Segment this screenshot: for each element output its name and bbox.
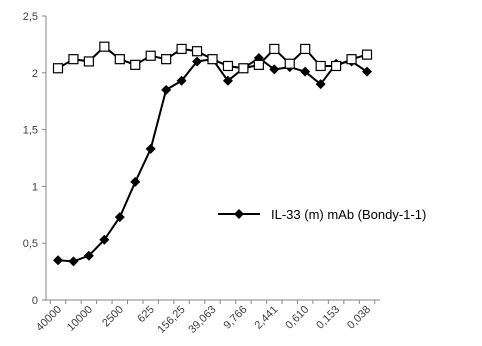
chart-axes [42, 15, 380, 304]
data-point-square [130, 59, 141, 70]
data-point-square [191, 46, 203, 57]
data-point-square [361, 49, 373, 60]
data-point-square [269, 43, 280, 55]
data-point-diamond [53, 255, 63, 266]
data-point-diamond [192, 56, 203, 67]
y-tick-label: 2,5 [23, 11, 38, 23]
data-point-diamond [362, 66, 372, 77]
x-tick-label: 2500 [100, 304, 126, 330]
x-tick-label: 0,153 [314, 304, 342, 332]
data-point-square [145, 50, 156, 61]
y-tick-label: 0 [32, 295, 38, 307]
data-point-square [222, 60, 234, 72]
y-tick-label: 2 [32, 68, 38, 80]
x-tick-label: 9,766 [222, 304, 250, 332]
y-tick-label: 0,5 [23, 238, 38, 250]
data-point-square [161, 54, 172, 65]
series-1 [52, 41, 373, 74]
data-point-diamond [130, 176, 141, 187]
data-point-diamond [99, 234, 110, 245]
data-point-square [300, 43, 311, 55]
data-point-square [83, 56, 95, 67]
data-point-square [52, 63, 64, 74]
x-tick-label: 39,063 [186, 304, 218, 336]
data-point-square [331, 60, 342, 72]
data-point-square [238, 63, 249, 74]
x-tick-label: 40000 [34, 304, 64, 334]
data-point-diamond [269, 64, 280, 75]
data-point-square [114, 54, 125, 65]
x-tick-label: 10000 [65, 304, 95, 334]
data-point-diamond [222, 75, 233, 86]
legend-label: IL-33 (m) mAb (Bondy-1-1) [271, 207, 426, 222]
data-point-diamond [145, 143, 156, 154]
x-tick-label: 156,25 [155, 304, 187, 336]
data-point-square [207, 54, 218, 65]
data-point-diamond [114, 212, 125, 223]
series-layer [52, 41, 373, 267]
data-point-square [99, 41, 110, 52]
data-point-diamond [83, 250, 94, 261]
data-point-diamond [300, 66, 311, 77]
data-point-square [346, 54, 357, 65]
x-tick-label: 2,441 [252, 304, 280, 332]
x-tick-label: 0,610 [283, 304, 311, 332]
legend-marker-diamond [234, 209, 244, 219]
series-0 [53, 53, 372, 267]
y-axis-tick-labels: 0 0,5 1 1,5 2 2,5 [23, 11, 38, 307]
y-tick-label: 1 [32, 181, 38, 193]
data-point-diamond [315, 79, 326, 90]
legend: IL-33 (m) mAb (Bondy-1-1) [218, 207, 426, 222]
data-point-square [284, 58, 295, 69]
y-tick-label: 1,5 [23, 125, 38, 137]
x-tick-label: 625 [135, 304, 156, 325]
data-point-diamond [68, 256, 79, 267]
data-point-square [253, 59, 264, 70]
x-tick-label: 0,038 [345, 304, 373, 332]
data-point-diamond [161, 84, 172, 95]
data-point-square [68, 54, 79, 65]
data-point-diamond [176, 75, 187, 86]
data-point-square [176, 43, 187, 55]
data-point-square [315, 60, 326, 72]
